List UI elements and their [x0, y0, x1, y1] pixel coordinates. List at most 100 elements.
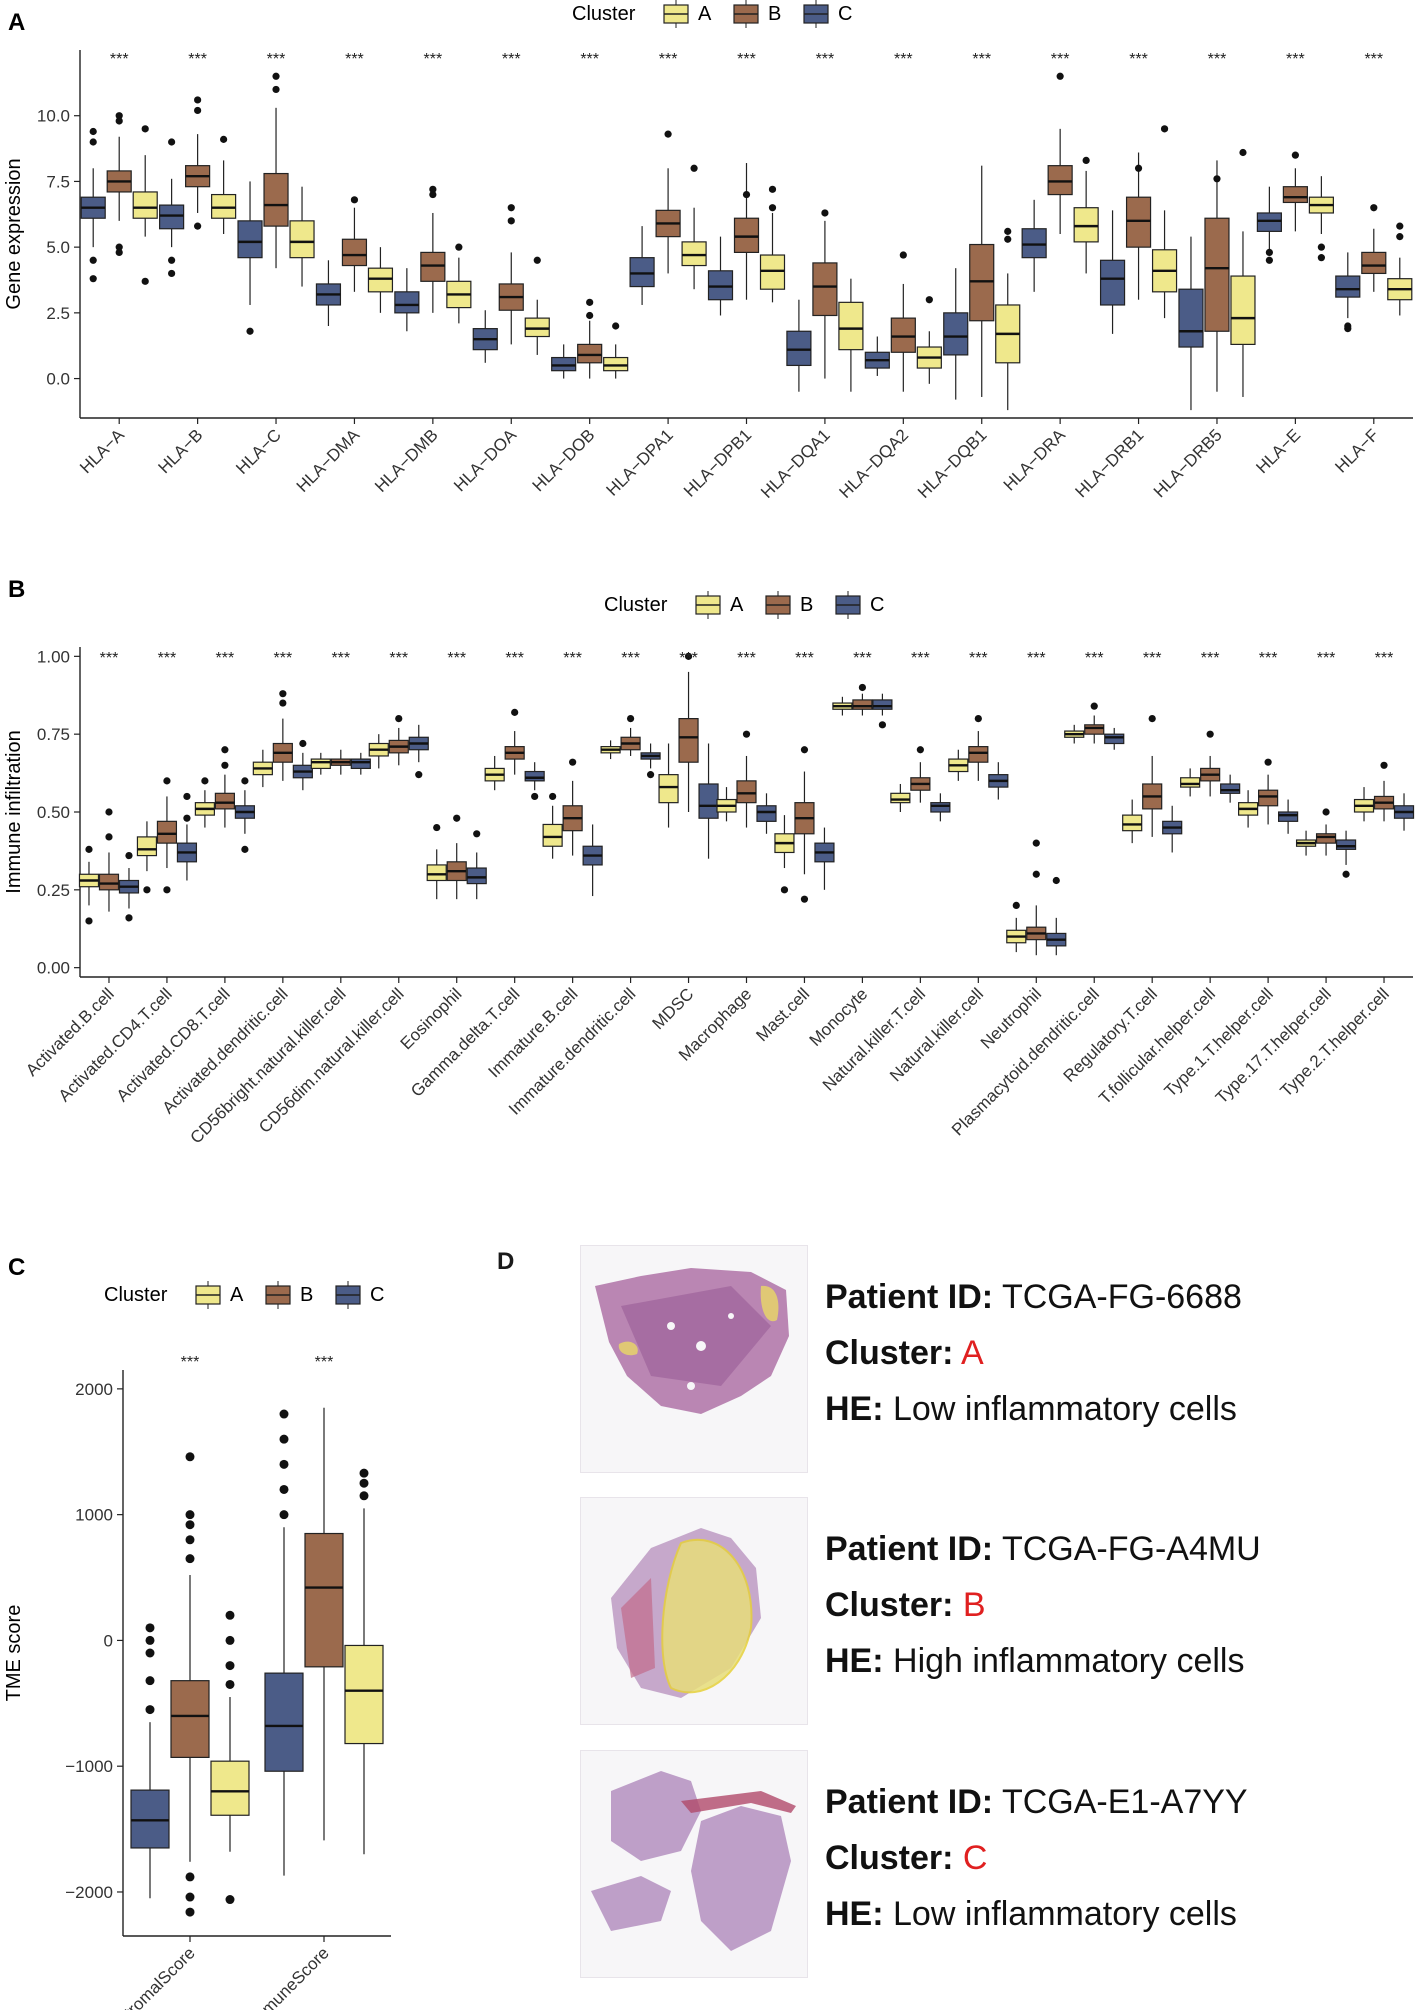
significance-label: *** [737, 650, 756, 667]
significance-label: *** [389, 650, 408, 667]
outlier-point [1032, 839, 1040, 847]
outlier-point [359, 1478, 369, 1488]
significance-label: *** [267, 51, 286, 68]
significance-label: *** [853, 650, 872, 667]
outlier-point [1344, 325, 1352, 333]
outlier-point [185, 1872, 195, 1882]
significance-label: *** [447, 650, 466, 667]
box-A [1122, 814, 1143, 832]
box-C [1099, 259, 1126, 306]
significance-label: *** [972, 51, 991, 68]
outlier-point [549, 792, 557, 801]
outlier-point [916, 746, 924, 754]
y-tick-label: −2000 [65, 1883, 113, 1902]
outlier-point [185, 1452, 195, 1462]
box-A [426, 864, 447, 882]
box-C [524, 770, 545, 782]
box-A [1073, 207, 1099, 243]
outlier-point [1265, 248, 1273, 256]
significance-label: *** [816, 51, 835, 68]
significance-label: *** [1317, 650, 1336, 667]
outlier-point [145, 1676, 155, 1686]
outlier-point [1264, 758, 1272, 766]
outlier-point [145, 1705, 155, 1715]
significance-label: *** [969, 650, 988, 667]
patient-id-label: Patient ID: [825, 1530, 994, 1568]
significance-label: *** [563, 650, 582, 667]
x-tick-label: HLA−B [155, 425, 207, 477]
outlier-point [1380, 761, 1388, 769]
box-C [264, 1672, 304, 1772]
x-tick-label: MDSC [649, 984, 698, 1033]
box-B [304, 1532, 344, 1668]
outlier-point [511, 708, 519, 716]
outlier-point [1396, 233, 1404, 241]
outlier-point [185, 1535, 195, 1545]
x-tick-label: Type.1.T.helper.cell [1161, 984, 1277, 1100]
significance-label: *** [621, 650, 640, 667]
box-A [367, 267, 394, 293]
box-A [289, 220, 315, 259]
outlier-point [145, 1635, 155, 1645]
box-C [237, 220, 263, 259]
cluster-label: Cluster: [825, 1839, 954, 1877]
box-A [132, 191, 158, 219]
outlier-point [163, 886, 171, 894]
x-tick-label: Type.2.T.helper.cell [1277, 984, 1393, 1100]
he-label: HE: [825, 1642, 884, 1680]
significance-label: *** [502, 51, 521, 68]
outlier-point [185, 1892, 195, 1902]
outlier-point [1396, 222, 1404, 230]
outlier-point [225, 1661, 235, 1671]
significance-label: *** [737, 51, 756, 68]
outlier-point [1004, 235, 1012, 243]
significance-label: *** [1027, 650, 1046, 667]
outlier-point [220, 135, 228, 143]
x-tick-label: ImmuneScore [245, 1943, 333, 2010]
significance-label: *** [345, 51, 364, 68]
box-A [681, 241, 707, 267]
outlier-point [878, 721, 887, 729]
box-C [1104, 733, 1125, 745]
box-B [1258, 789, 1279, 807]
outlier-point [533, 256, 541, 264]
outlier-point [183, 814, 191, 822]
x-tick-label: Gamma.delta.T.cell [407, 984, 523, 1100]
box-A [658, 774, 679, 804]
outlier-point [821, 209, 829, 217]
outlier-point [85, 917, 93, 925]
he-value: High inflammatory cells [893, 1642, 1245, 1680]
y-tick-label: 7.5 [46, 172, 70, 191]
box-C [1335, 275, 1361, 298]
x-tick-label: Activated.CD8.T.cell [113, 984, 234, 1105]
outlier-point [279, 1409, 289, 1419]
he-label: HE: [825, 1390, 884, 1428]
panel-letter: B [8, 576, 25, 603]
box-B [968, 746, 989, 763]
outlier-point [241, 777, 249, 785]
legend-title: Cluster [104, 1284, 168, 1306]
y-tick-label: −1000 [65, 1757, 113, 1776]
he-case-info: Patient ID: TCGA-FG-6688 Cluster: A HE: … [825, 1269, 1242, 1437]
legend-label: B [800, 594, 813, 616]
outlier-point [141, 125, 149, 133]
box-C [1256, 212, 1282, 232]
box-B [852, 699, 873, 710]
outlier-point [143, 886, 151, 894]
outlier-point [415, 771, 423, 779]
box-C [707, 270, 734, 301]
box-A [210, 1760, 250, 1816]
box-A [211, 193, 237, 219]
outlier-point [1004, 227, 1012, 235]
y-tick-label: 0.25 [37, 881, 70, 900]
box-C [1178, 288, 1204, 348]
outlier-point [272, 85, 280, 94]
box-B [263, 172, 289, 227]
box-B [1361, 251, 1387, 275]
y-tick-label: 1000 [75, 1506, 113, 1525]
significance-label: *** [1286, 51, 1305, 68]
significance-label: *** [274, 650, 293, 667]
outlier-point [185, 1554, 195, 1564]
outlier-point [1370, 204, 1378, 212]
patient-id: TCGA-FG-A4MU [1001, 1530, 1261, 1568]
